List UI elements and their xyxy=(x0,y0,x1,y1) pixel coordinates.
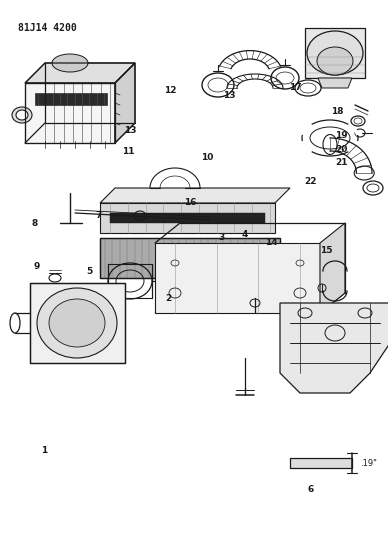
Text: 12: 12 xyxy=(165,86,177,95)
Text: 6: 6 xyxy=(307,485,314,494)
Text: 81J14 4200: 81J14 4200 xyxy=(18,23,77,33)
Polygon shape xyxy=(25,83,115,143)
Text: 15: 15 xyxy=(320,246,332,255)
Text: 21: 21 xyxy=(335,158,348,167)
Ellipse shape xyxy=(12,107,32,123)
Text: .19": .19" xyxy=(360,458,377,467)
Polygon shape xyxy=(115,63,135,143)
Text: 8: 8 xyxy=(32,220,38,228)
Text: 13: 13 xyxy=(124,126,136,135)
Polygon shape xyxy=(155,293,345,313)
Text: 13: 13 xyxy=(223,92,235,100)
Text: 22: 22 xyxy=(304,177,317,185)
Polygon shape xyxy=(100,238,280,278)
Polygon shape xyxy=(25,63,135,83)
Bar xyxy=(100,238,280,278)
Ellipse shape xyxy=(16,110,28,120)
Text: 1: 1 xyxy=(42,446,48,455)
Text: 3: 3 xyxy=(218,233,224,241)
Text: 11: 11 xyxy=(122,148,134,156)
Text: 20: 20 xyxy=(335,145,348,154)
Polygon shape xyxy=(100,188,290,203)
Text: 4: 4 xyxy=(241,230,248,239)
Text: 9: 9 xyxy=(34,262,40,271)
Polygon shape xyxy=(100,203,275,233)
Ellipse shape xyxy=(317,47,353,75)
Text: 14: 14 xyxy=(265,238,278,247)
Text: 19: 19 xyxy=(335,132,348,140)
Ellipse shape xyxy=(37,288,117,358)
Bar xyxy=(290,458,352,468)
Bar xyxy=(305,28,365,78)
Text: 10: 10 xyxy=(201,153,214,161)
Ellipse shape xyxy=(49,299,105,347)
Bar xyxy=(30,283,125,363)
Text: 7: 7 xyxy=(96,212,102,220)
Text: 17: 17 xyxy=(289,84,301,92)
Polygon shape xyxy=(318,78,352,88)
Ellipse shape xyxy=(52,54,88,72)
Bar xyxy=(110,213,265,223)
Polygon shape xyxy=(280,303,388,393)
Polygon shape xyxy=(155,243,320,313)
Text: 16: 16 xyxy=(184,198,196,207)
Text: 18: 18 xyxy=(331,108,344,116)
Text: 5: 5 xyxy=(86,268,92,276)
Ellipse shape xyxy=(307,31,363,75)
Text: 2: 2 xyxy=(166,294,172,303)
Bar xyxy=(35,93,107,105)
Polygon shape xyxy=(320,223,345,313)
